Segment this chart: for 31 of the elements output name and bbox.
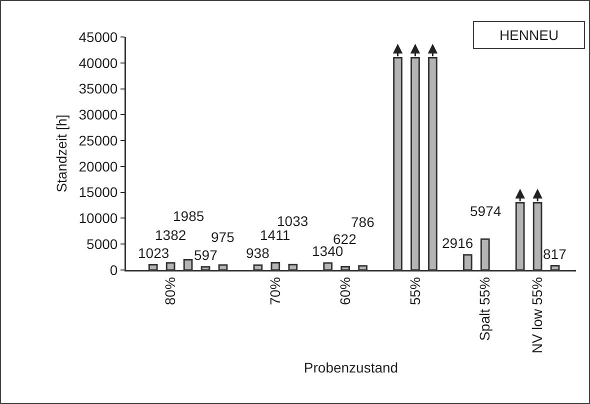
data-label: 1023 xyxy=(138,245,170,261)
data-label: 1033 xyxy=(277,213,308,229)
x-axis-title: Probenzustand xyxy=(304,359,398,376)
y-tick-label: 35000 xyxy=(78,80,118,97)
y-tick-label: 0 xyxy=(110,262,118,278)
x-tick-label: 60% xyxy=(336,277,353,306)
y-axis-title: Standzeit [h] xyxy=(54,114,70,192)
y-tick-label: 15000 xyxy=(78,184,118,200)
y-tick-label: 40000 xyxy=(78,54,118,71)
x-tick-label: Spalt 55% xyxy=(476,277,493,341)
data-label: 1985 xyxy=(173,208,204,224)
x-tick-label: 55% xyxy=(406,277,423,306)
data-label: 1382 xyxy=(155,227,186,243)
y-tick-label: 20000 xyxy=(78,158,118,174)
y-tick-label: 10000 xyxy=(78,210,118,226)
data-label: 817 xyxy=(543,246,567,262)
annotation: HENNEU xyxy=(499,27,559,43)
x-tick-label: NV low 55% xyxy=(529,277,546,354)
y-tick-label: 25000 xyxy=(78,132,118,148)
data-label: 2916 xyxy=(442,235,474,251)
data-label: 1411 xyxy=(260,227,290,243)
y-tick-label: 30000 xyxy=(78,106,118,123)
data-label: 975 xyxy=(211,229,235,245)
data-label: 597 xyxy=(194,247,218,263)
x-tick-label: 80% xyxy=(162,277,178,306)
y-tick-label: 45000 xyxy=(78,28,118,45)
y-tick-label: 5000 xyxy=(86,236,118,252)
x-tick-label: 70% xyxy=(266,277,283,306)
data-label: 5974 xyxy=(470,203,502,219)
data-label: 786 xyxy=(351,214,375,230)
data-label: 938 xyxy=(246,245,270,261)
